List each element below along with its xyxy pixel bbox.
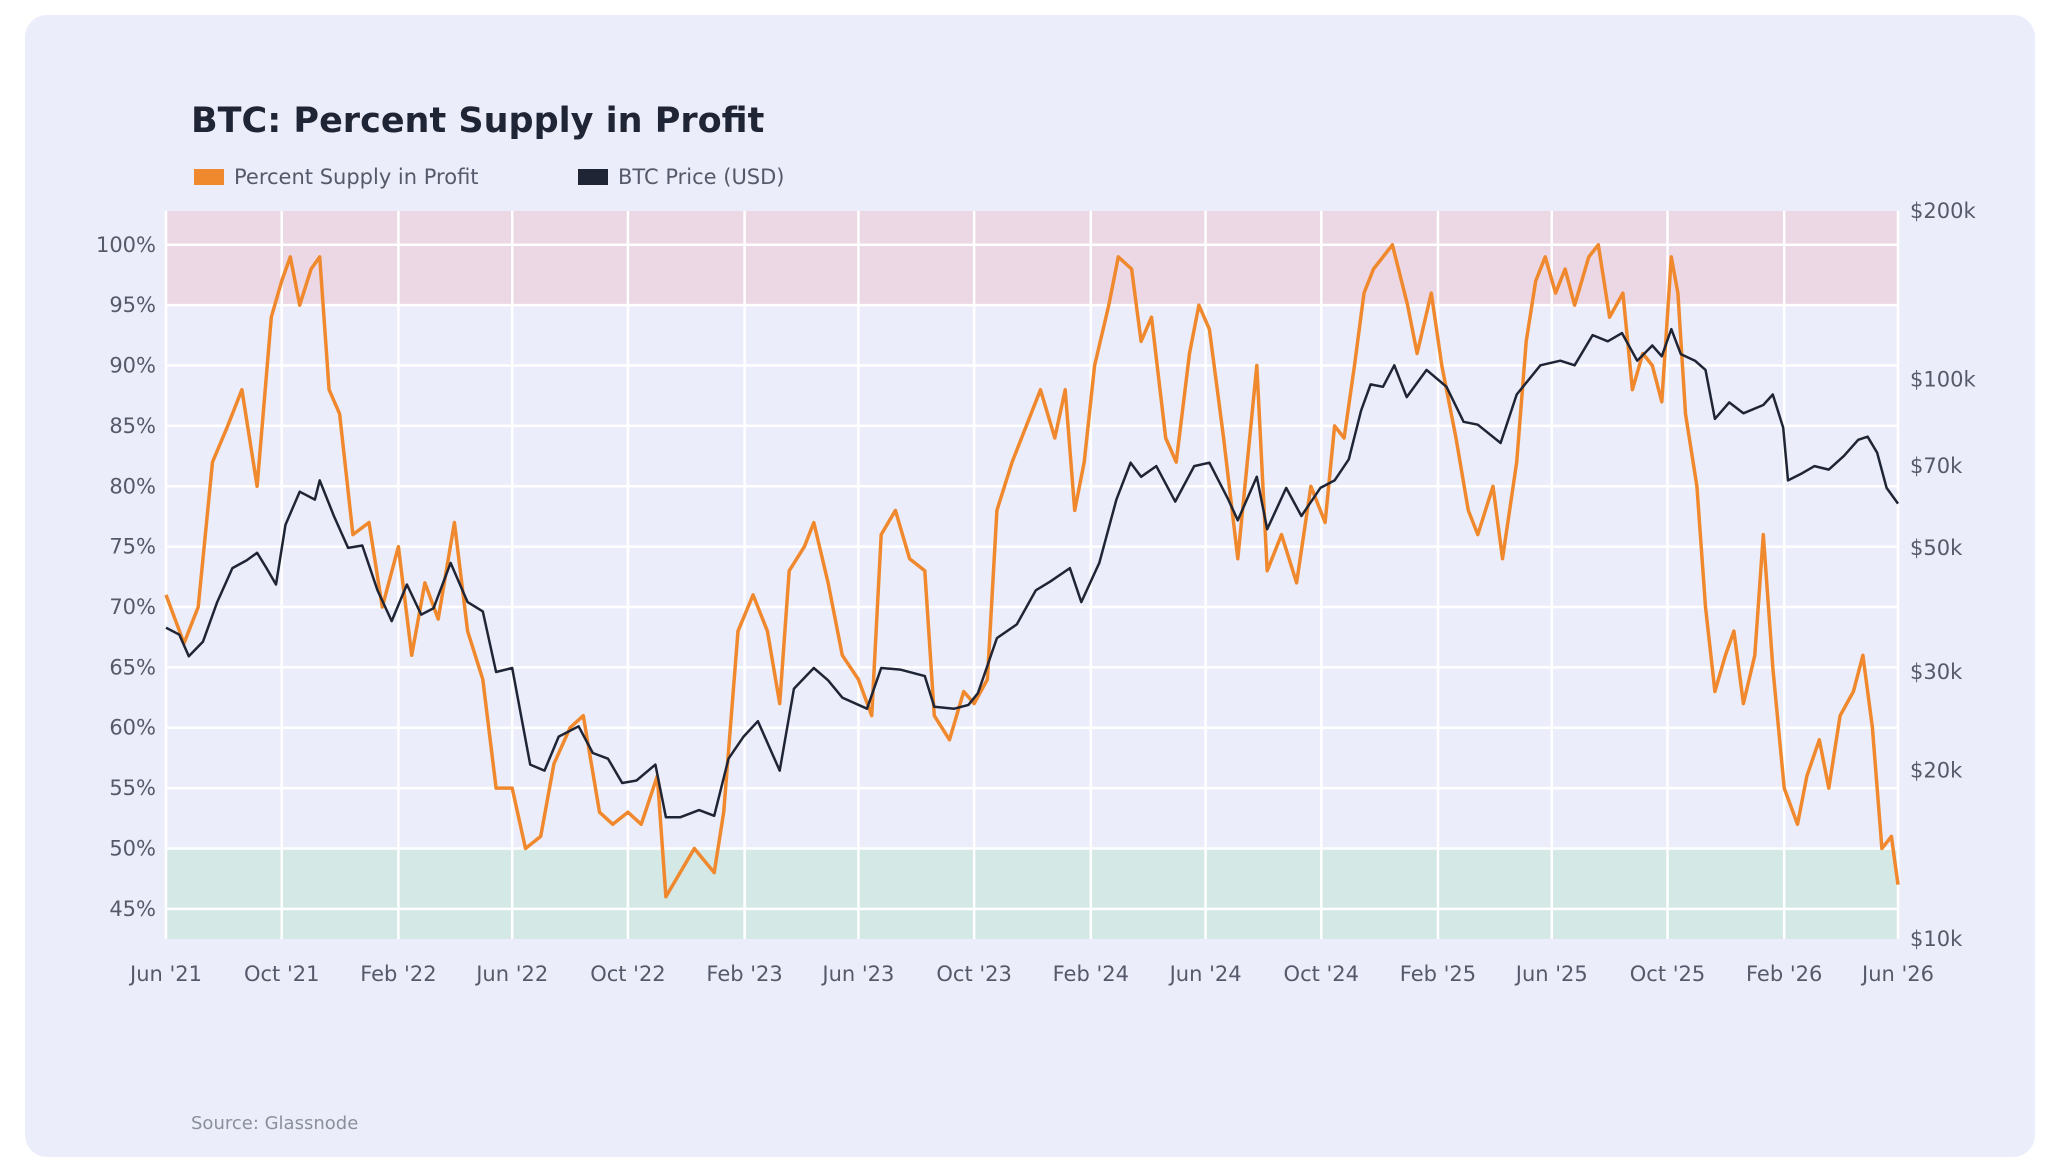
source-note: Source: Glassnode [191,1113,359,1134]
x-tick-label: Oct '21 [244,962,319,986]
y-right-tick-label: $200k [1910,199,1976,223]
x-tick-label: Feb '26 [1746,962,1822,986]
x-tick-label: Jun '24 [1168,962,1242,986]
y-left-tick-label: 50% [109,836,156,860]
y-right-tick-label: $20k [1910,759,1963,783]
chart-legend: Percent Supply in Profit BTC Price (USD) [194,165,785,189]
y-left-tick-label: 100% [96,233,156,257]
y-right-tick-label: $70k [1910,454,1963,478]
overheated-band [166,211,1898,306]
y-left-tick-label: 45% [109,897,156,921]
undervalued-band [166,848,1898,939]
x-tick-label: Oct '23 [936,962,1011,986]
y-right-tick-label: $100k [1910,367,1976,391]
percent-supply-in-profit-line [164,243,1900,899]
x-tick-label: Jun '23 [820,962,894,986]
legend-item-profit[interactable]: Percent Supply in Profit [194,165,578,189]
y-left-tick-label: 85% [109,414,156,438]
legend-swatch-profit [194,169,224,185]
chart-card: BTC: Percent Supply in Profit Percent Su… [25,15,2035,1157]
legend-label-profit: Percent Supply in Profit [234,165,479,189]
x-tick-label: Jun '22 [474,962,548,986]
x-tick-label: Jun '21 [128,962,202,986]
x-tick-label: Feb '22 [360,962,436,986]
x-tick-label: Feb '23 [706,962,782,986]
chart-title: BTC: Percent Supply in Profit [191,101,765,141]
legend-swatch-price [578,169,608,185]
y-left-tick-label: 60% [109,716,156,740]
x-tick-label: Feb '25 [1400,962,1476,986]
x-tick-label: Jun '26 [1860,962,1934,986]
btc-price-line [165,327,1900,819]
y-left-tick-label: 70% [109,595,156,619]
y-left-tick-label: 65% [109,655,156,679]
y-left-tick-label: 90% [109,354,156,378]
y-left-tick-label: 55% [109,776,156,800]
y-left-tick-label: 75% [109,535,156,559]
x-tick-label: Jun '25 [1514,962,1588,986]
x-tick-label: Oct '22 [590,962,665,986]
legend-item-price[interactable]: BTC Price (USD) [578,165,785,189]
x-tick-label: Oct '24 [1284,962,1359,986]
legend-label-price: BTC Price (USD) [618,165,785,189]
y-left-tick-label: 80% [109,474,156,498]
x-tick-label: Feb '24 [1053,962,1129,986]
y-left-tick-label: 95% [109,293,156,317]
y-right-tick-label: $50k [1910,536,1963,560]
y-right-tick-label: $30k [1910,660,1963,684]
y-right-tick-label: $10k [1910,927,1963,951]
x-tick-label: Oct '25 [1630,962,1705,986]
